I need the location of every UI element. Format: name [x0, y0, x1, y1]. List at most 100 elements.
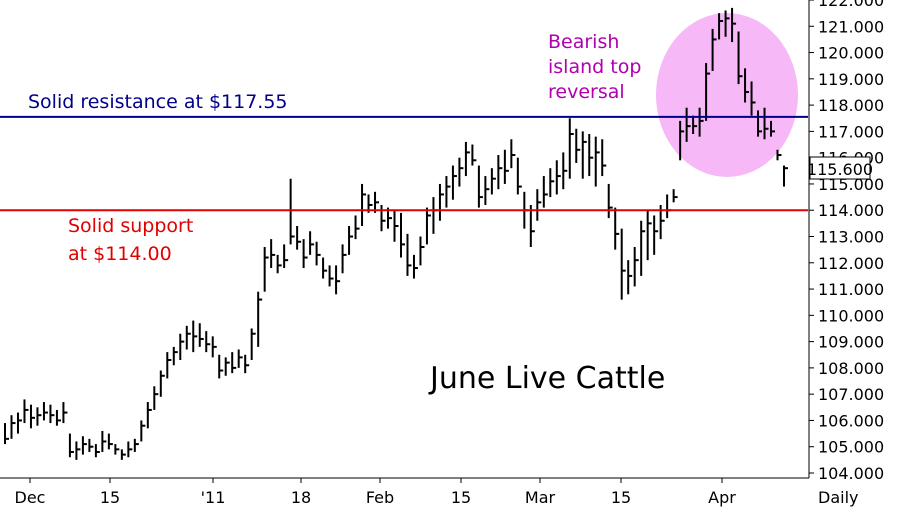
price-bar — [283, 244, 289, 269]
price-bar — [783, 165, 788, 187]
price-bar — [542, 176, 548, 208]
support-label-line-2: at $114.00 — [68, 243, 172, 265]
y-tick-label: 107.000 — [818, 385, 884, 404]
price-bar — [679, 120, 685, 161]
price-bar — [510, 139, 516, 169]
x-tick-label: 18 — [291, 488, 311, 507]
x-tick-label: Apr — [708, 488, 736, 507]
island-top-highlight — [656, 13, 798, 177]
support-label-line-1: Solid support — [68, 215, 193, 237]
price-bar — [692, 115, 698, 135]
price-bar — [601, 139, 607, 177]
price-bar — [620, 228, 626, 300]
price-bar — [270, 239, 276, 269]
price-bar — [296, 225, 302, 250]
y-tick-label: 121.000 — [818, 17, 884, 36]
price-bar — [633, 247, 639, 287]
y-tick-label: 119.000 — [818, 70, 884, 89]
last-price-badge: 115.600 — [807, 156, 873, 180]
price-bar — [179, 333, 185, 361]
price-bar — [101, 430, 107, 452]
y-tick-label: 114.000 — [818, 201, 884, 220]
x-tick-label: Mar — [525, 488, 556, 507]
island-label-line-2: island top — [548, 56, 641, 78]
last-price-value: 115.600 — [807, 160, 873, 179]
price-bar — [490, 168, 496, 195]
price-bar — [68, 433, 74, 458]
price-bar — [438, 183, 444, 221]
price-bar — [159, 370, 165, 397]
price-bar — [361, 183, 367, 226]
y-tick-label: 122.000 — [818, 0, 884, 10]
price-bar — [120, 449, 126, 460]
price-bar — [237, 349, 243, 368]
price-bar — [231, 352, 237, 374]
price-bar — [198, 323, 204, 347]
price-bar — [594, 136, 600, 187]
price-bar — [484, 176, 490, 205]
price-bar — [88, 438, 94, 452]
price-bar — [55, 409, 61, 426]
price-bar — [49, 404, 55, 424]
price-bar — [646, 210, 652, 261]
price-bar — [724, 10, 730, 37]
price-bar — [36, 407, 42, 426]
price-bar — [107, 433, 113, 450]
price-bar — [607, 183, 613, 219]
price-bar — [412, 254, 418, 279]
island-label-line-1: Bearish — [548, 31, 619, 53]
price-bar — [711, 28, 717, 71]
price-bar — [250, 328, 256, 361]
x-tick-label: 15 — [100, 488, 120, 507]
price-bar — [81, 436, 87, 455]
price-bar — [698, 107, 704, 137]
price-bar — [477, 165, 483, 208]
price-bar — [322, 257, 328, 279]
price-bar — [185, 325, 191, 350]
y-tick-label: 115.000 — [818, 175, 884, 194]
price-bar — [218, 354, 224, 379]
price-bar — [419, 236, 425, 266]
price-bar — [614, 207, 620, 250]
y-tick-label: 110.000 — [818, 306, 884, 325]
price-bar — [757, 110, 763, 137]
price-bar — [302, 239, 308, 269]
x-tick-label: 15 — [611, 488, 631, 507]
price-bar — [763, 107, 769, 140]
price-bar — [23, 399, 29, 424]
price-bar — [497, 155, 503, 190]
price-bar — [146, 402, 152, 429]
price-bar — [653, 215, 659, 255]
price-bar — [399, 212, 405, 258]
price-bar — [315, 241, 321, 266]
price-bar — [348, 225, 354, 255]
price-bar — [166, 352, 172, 379]
y-tick-label: 112.000 — [818, 254, 884, 273]
price-bar — [335, 265, 341, 295]
price-bar — [529, 204, 535, 248]
island-label-line-3: reversal — [548, 81, 625, 103]
price-bar — [16, 412, 22, 434]
plot-area — [0, 7, 808, 460]
price-bar — [770, 120, 776, 137]
price-bar — [393, 210, 399, 242]
price-bar — [114, 444, 120, 455]
y-tick-label: 117.000 — [818, 122, 884, 141]
price-bar — [140, 420, 146, 442]
price-bar — [133, 438, 139, 452]
resistance-label: Solid resistance at $117.55 — [28, 91, 288, 113]
price-bar — [555, 160, 561, 195]
price-bar — [744, 68, 750, 103]
price-bar — [10, 415, 16, 439]
price-bar — [211, 336, 217, 358]
x-tick-label: Feb — [366, 488, 394, 507]
price-bar — [257, 291, 263, 347]
price-bar — [289, 178, 295, 245]
price-bar — [445, 176, 451, 208]
y-tick-label: 111.000 — [818, 280, 884, 299]
price-bar — [42, 402, 48, 421]
price-bar — [309, 231, 315, 255]
price-bar — [575, 128, 581, 163]
price-bar — [464, 141, 470, 177]
price-bar — [588, 134, 594, 177]
